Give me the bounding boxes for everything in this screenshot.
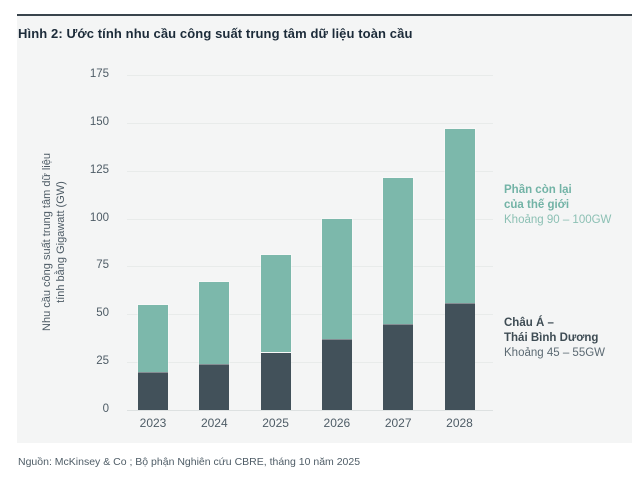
legend-rest-of-world-line1: Phần còn lại: [504, 184, 572, 196]
y-tick-label-175: 175: [89, 68, 109, 80]
gridline-0: [127, 410, 493, 411]
x-tick-label-2024: 2024: [200, 416, 228, 430]
legend-apac-line1: Châu Á –: [504, 317, 554, 329]
legend-rest-of-world-range: Khoảng 90 – 100GW: [504, 214, 612, 226]
figure-card: Hình 2: Ước tính nhu cầu công suất trung…: [17, 14, 632, 443]
bar-2027-rest-of-world: [383, 178, 414, 324]
gridline-25: [127, 362, 493, 364]
x-tick-label-2028: 2028: [446, 416, 473, 430]
y-tick-label-25: 25: [96, 355, 109, 368]
source-note: Nguồn: McKinsey & Co ; Bộ phận Nghiên cứ…: [18, 456, 361, 468]
bar-2025-apac: [260, 352, 291, 410]
bar-2026-apac: [321, 339, 352, 410]
y-tick-label-0: 0: [102, 403, 109, 415]
gridline-100: [127, 218, 493, 220]
figure-title: Hình 2: Ước tính nhu cầu công suất trung…: [18, 26, 413, 41]
y-axis-label-line2: tính bằng Gigawatt (GW): [55, 181, 67, 303]
legend-rest-of-world-line2: của thế giới: [504, 199, 570, 211]
legend-apac: Châu Á – Thái Bình Dương Khoảng 45 – 55G…: [504, 316, 605, 361]
bar-2028-rest-of-world: [444, 128, 475, 303]
y-tick-label-100: 100: [89, 211, 109, 224]
y-tick-label-125: 125: [89, 163, 109, 176]
x-tick-label-2025: 2025: [262, 416, 289, 430]
y-axis-label-line1: Nhu cầu công suất trung tâm dữ liệu: [41, 153, 53, 331]
bar-2023-rest-of-world: [138, 304, 168, 372]
y-axis-label: Nhu cầu công suất trung tâm dữ liệu tính…: [40, 117, 68, 367]
gridline-75: [127, 266, 493, 268]
bar-2023-apac: [138, 371, 168, 410]
x-tick-label-2027: 2027: [384, 416, 412, 430]
gridline-175: [127, 75, 493, 76]
y-tick-label-75: 75: [96, 259, 109, 272]
legend-apac-range: Khoảng 45 – 55GW: [504, 347, 606, 359]
gridline-50: [127, 314, 493, 316]
bar-2027-apac: [383, 323, 414, 410]
bar-2028-apac: [444, 302, 475, 410]
gridline-150: [127, 122, 493, 124]
bar-2026-rest-of-world: [321, 218, 352, 340]
bar-2025-rest-of-world: [260, 254, 291, 353]
legend-rest-of-world: Phần còn lại của thế giới Khoảng 90 – 10…: [504, 183, 611, 228]
bar-2024-apac: [199, 364, 230, 410]
x-tick-label-2026: 2026: [323, 416, 351, 430]
y-tick-label-150: 150: [89, 115, 109, 128]
legend-apac-line2: Thái Bình Dương: [504, 332, 599, 344]
y-tick-label-50: 50: [96, 307, 109, 320]
gridline-125: [127, 170, 493, 172]
bar-2024-rest-of-world: [199, 281, 230, 364]
x-tick-label-2023: 2023: [139, 416, 167, 430]
